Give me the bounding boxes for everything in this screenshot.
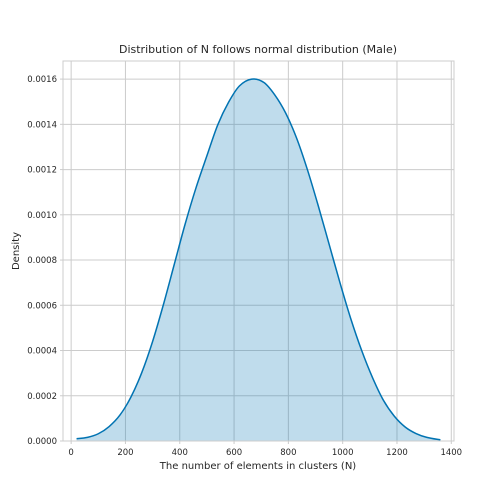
y-tick-label: 0.0004 [27, 347, 57, 357]
x-tick-label: 0 [68, 448, 73, 458]
y-tick-label: 0.0010 [27, 211, 57, 221]
y-tick-label: 0.0008 [27, 256, 57, 266]
x-axis-ticks: 0 200 400 600 800 1000 1200 1400 [68, 441, 462, 458]
x-axis-label: The number of elements in clusters (N) [159, 461, 357, 472]
x-tick-label: 800 [280, 448, 296, 458]
x-tick-label: 1200 [386, 448, 408, 458]
x-tick-label: 1400 [440, 448, 462, 458]
y-axis-label: Density [11, 232, 22, 270]
y-axis-ticks: 0.0000 0.0002 0.0004 0.0006 0.0008 0.0010 0.00… [27, 75, 63, 447]
y-tick-label: 0.0016 [27, 75, 57, 85]
plot-frame [62, 60, 455, 442]
x-tick-label: 1000 [332, 448, 354, 458]
density-area [76, 78, 441, 441]
y-tick-label: 0.0006 [27, 301, 57, 311]
y-tick-label: 0.0002 [27, 392, 57, 402]
density-line [76, 78, 441, 441]
y-tick-label: 0.0012 [27, 166, 57, 176]
x-tick-label: 600 [226, 448, 242, 458]
x-tick-label: 200 [117, 448, 133, 458]
y-tick-label: 0.0000 [27, 437, 57, 447]
chart-title: Distribution of N follows normal distrib… [119, 43, 397, 56]
y-tick-label: 0.0014 [27, 120, 57, 130]
x-tick-label: 400 [172, 448, 188, 458]
